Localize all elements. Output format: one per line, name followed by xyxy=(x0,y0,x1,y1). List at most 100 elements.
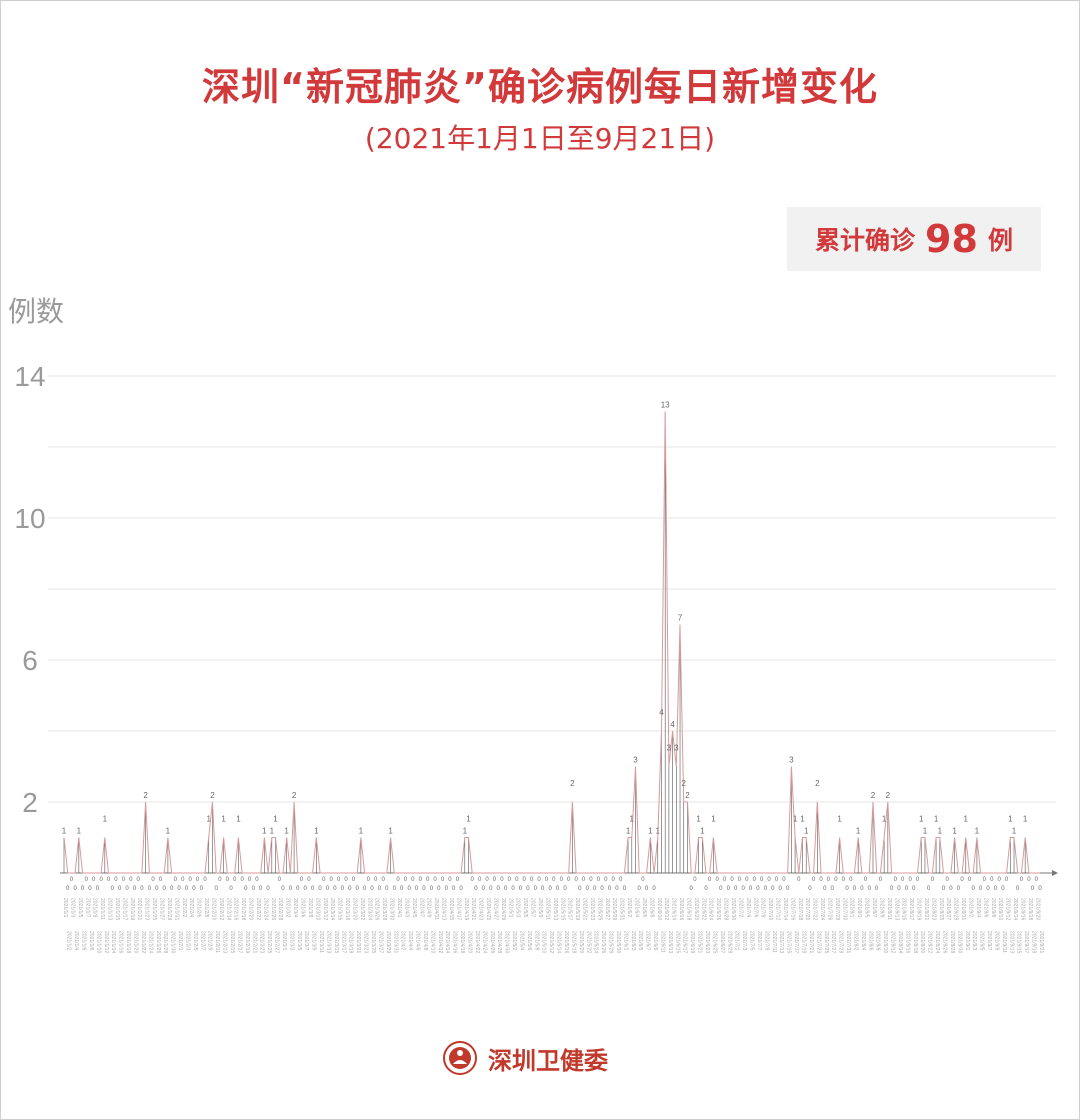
data-label: 2 xyxy=(143,791,148,800)
data-label: 0 xyxy=(441,877,445,883)
data-label: 0 xyxy=(738,877,742,883)
x-tick-label: 2021/3/22 xyxy=(359,898,365,920)
x-tick-label: 2021/4/17 xyxy=(455,898,461,920)
x-tick-label: 2021/4/20 xyxy=(467,931,473,953)
x-tick-label: 2021/1/30 xyxy=(170,931,176,953)
data-label: 0 xyxy=(875,886,879,892)
data-label: 0 xyxy=(741,886,745,892)
x-tick-label: 2021/2/16 xyxy=(233,898,239,920)
x-tick-label: 2021/3/28 xyxy=(381,898,387,920)
x-tick-label: 2021/1/1 xyxy=(62,898,68,918)
data-label: 1 xyxy=(711,815,716,824)
x-tick-label: 2021/5/6 xyxy=(526,931,532,951)
x-tick-label: 2021/1/18 xyxy=(125,931,131,953)
data-label: 0 xyxy=(567,877,571,883)
data-label: 0 xyxy=(433,877,437,883)
data-label: 0 xyxy=(994,886,998,892)
x-tick-label: 2021/2/15 xyxy=(229,931,235,953)
data-label: 0 xyxy=(812,877,816,883)
data-label: 1 xyxy=(934,815,939,824)
data-label: 0 xyxy=(200,886,204,892)
footer-org-name: 深圳卫健委 xyxy=(488,1046,608,1075)
data-label: 0 xyxy=(879,877,883,883)
data-label: 0 xyxy=(381,877,385,883)
data-label: 0 xyxy=(107,877,111,883)
x-tick-label: 2021/3/1 xyxy=(281,931,287,951)
data-label: 0 xyxy=(819,877,823,883)
x-tick-label: 2021/8/15 xyxy=(901,898,907,920)
x-tick-label: 2021/7/24 xyxy=(819,898,825,920)
x-tick-label: 2021/6/1 xyxy=(622,931,628,951)
data-label: 0 xyxy=(378,886,382,892)
data-label: 0 xyxy=(957,886,961,892)
x-tick-label: 2021/9/12 xyxy=(1005,898,1011,920)
data-label: 0 xyxy=(522,877,526,883)
x-tick-label: 2021/4/28 xyxy=(496,931,502,953)
data-label: 0 xyxy=(827,877,831,883)
x-tick-label: 2021/8/2 xyxy=(852,931,858,951)
data-label: 1 xyxy=(630,815,635,824)
data-label: 0 xyxy=(448,877,452,883)
data-label: 0 xyxy=(990,877,994,883)
x-tick-label: 2021/6/27 xyxy=(719,931,725,953)
data-label: 0 xyxy=(823,886,827,892)
data-label: 1 xyxy=(800,815,805,824)
data-label: 0 xyxy=(1031,886,1035,892)
data-label: 0 xyxy=(322,877,326,883)
data-label: 0 xyxy=(500,877,504,883)
data-label: 0 xyxy=(400,886,404,892)
data-label: 0 xyxy=(159,877,163,883)
x-tick-label: 2021/1/29 xyxy=(166,898,172,920)
x-tick-label: 2021/8/14 xyxy=(897,931,903,953)
data-label: 0 xyxy=(753,877,757,883)
x-tick-label: 2021/7/14 xyxy=(782,898,788,920)
x-tick-label: 2021/9/1 xyxy=(964,931,970,951)
x-tick-label: 2021/9/9 xyxy=(993,931,999,951)
x-tick-label: 2021/6/7 xyxy=(645,931,651,951)
data-label: 1 xyxy=(62,827,67,836)
x-tick-label: 2021/4/25 xyxy=(485,898,491,920)
data-label: 0 xyxy=(897,886,901,892)
x-tick-label: 2021/9/14 xyxy=(1012,898,1018,920)
x-tick-label: 2021/1/20 xyxy=(133,931,139,953)
x-tick-label: 2021/3/19 xyxy=(348,931,354,953)
data-label: 1 xyxy=(793,815,798,824)
x-tick-label: 2021/2/21 xyxy=(251,931,257,953)
data-label: 2 xyxy=(871,791,876,800)
x-tick-label: 2021/7/30 xyxy=(841,898,847,920)
x-tick-label: 2021/5/12 xyxy=(548,931,554,953)
x-tick-label: 2021/6/12 xyxy=(663,898,669,920)
x-tick-label: 2021/4/30 xyxy=(504,931,510,953)
x-tick-label: 2021/4/16 xyxy=(452,931,458,953)
x-tick-label: 2021/2/11 xyxy=(214,931,220,953)
x-tick-label: 2021/8/24 xyxy=(934,931,940,953)
data-label: 0 xyxy=(140,886,144,892)
x-tick-label: 2021/3/2 xyxy=(285,898,291,918)
x-tick-label: 2021/3/24 xyxy=(366,898,372,920)
data-label: 0 xyxy=(326,886,330,892)
x-tick-label: 2021/2/20 xyxy=(248,898,254,920)
x-tick-label: 2021/1/3 xyxy=(69,898,75,918)
x-tick-label: 2021/7/22 xyxy=(812,898,818,920)
data-label: 0 xyxy=(972,886,976,892)
x-tick-label: 2021/7/17 xyxy=(793,931,799,953)
x-tick-label: 2021/5/20 xyxy=(578,931,584,953)
x-tick-label: 2021/4/24 xyxy=(481,931,487,953)
data-label: 1 xyxy=(314,827,319,836)
data-label: 1 xyxy=(648,827,653,836)
x-tick-label: 2021/1/4 xyxy=(73,931,79,951)
data-label: 0 xyxy=(352,877,356,883)
x-tick-label: 2021/7/23 xyxy=(815,931,821,953)
data-label: 0 xyxy=(612,877,616,883)
x-tick-label: 2021/3/23 xyxy=(363,931,369,953)
data-label: 1 xyxy=(856,827,861,836)
data-label: 0 xyxy=(556,886,560,892)
x-tick-label: 2021/8/18 xyxy=(912,931,918,953)
x-tick-label: 2021/8/17 xyxy=(908,898,914,920)
data-label: 0 xyxy=(1020,877,1024,883)
data-label: 0 xyxy=(407,886,411,892)
data-label: 0 xyxy=(586,886,590,892)
data-label: 1 xyxy=(262,827,267,836)
data-label: 7 xyxy=(678,614,683,623)
x-tick-label: 2021/6/11 xyxy=(659,931,665,953)
